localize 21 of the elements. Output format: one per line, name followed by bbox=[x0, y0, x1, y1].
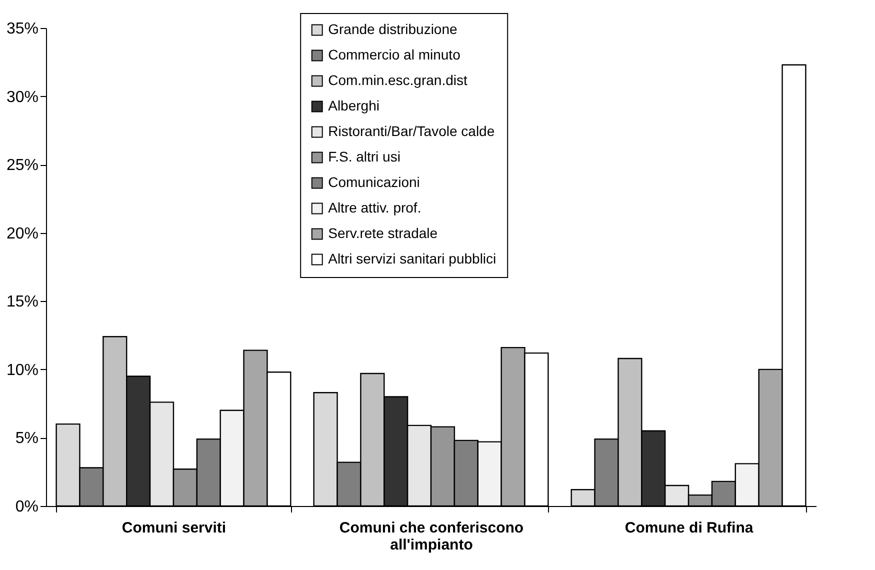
legend-label: Altre attiv. prof. bbox=[328, 200, 422, 216]
y-tick-label: 15% bbox=[6, 294, 38, 311]
legend-label: Com.min.esc.gran.dist bbox=[328, 72, 468, 88]
x-tick-label: Comune di Rufina bbox=[624, 520, 754, 536]
y-tick-label: 35% bbox=[6, 20, 38, 38]
y-tick-label: 20% bbox=[6, 225, 38, 242]
y-tick-label: 10% bbox=[6, 362, 38, 379]
y-tick-label: 0% bbox=[15, 498, 38, 516]
legend-label: Comunicazioni bbox=[328, 174, 420, 190]
legend-label: Alberghi bbox=[328, 98, 380, 114]
legend-label: Serv.rete stradale bbox=[328, 225, 438, 241]
legend-label: Commercio al minuto bbox=[328, 46, 461, 62]
legend-label: Ristoranti/Bar/Tavole calde bbox=[328, 123, 495, 139]
y-tick-label: 25% bbox=[6, 157, 38, 174]
legend-label: Grande distribuzione bbox=[328, 21, 458, 37]
legend-label: F.S. altri usi bbox=[328, 148, 400, 164]
x-tick-label: Comuni che conferiscono all'impianto bbox=[339, 520, 524, 554]
legend-label: Altri servizi sanitari pubblici bbox=[328, 250, 496, 266]
y-tick-label: 30% bbox=[6, 88, 38, 106]
x-tick-label: Comuni serviti bbox=[122, 520, 226, 536]
y-tick-label: 5% bbox=[15, 430, 38, 448]
